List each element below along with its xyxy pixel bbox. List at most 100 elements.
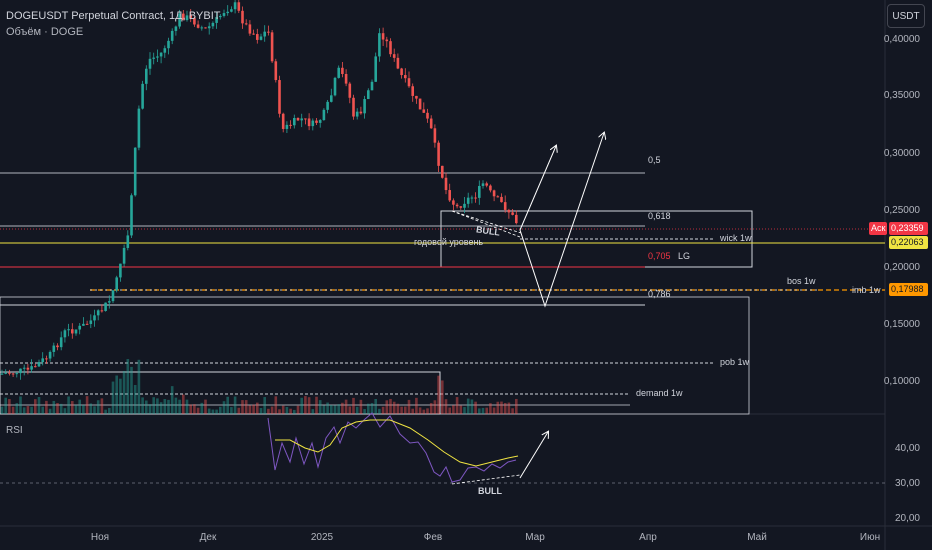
volume-bar bbox=[470, 399, 474, 414]
candle-body bbox=[237, 2, 241, 11]
bull-divergence-line-2 bbox=[451, 210, 522, 234]
candle-body bbox=[418, 98, 422, 110]
projection-arrow-dip[interactable] bbox=[519, 133, 604, 308]
candle-body bbox=[93, 315, 96, 321]
candle-body bbox=[126, 235, 130, 248]
volume-bar bbox=[426, 408, 429, 414]
candle-body bbox=[241, 10, 244, 24]
candle-body bbox=[296, 117, 300, 121]
candle-body bbox=[200, 27, 204, 29]
volume-bar bbox=[93, 406, 96, 414]
volume-bar bbox=[404, 406, 407, 414]
candle-body bbox=[193, 17, 196, 25]
volume-bar bbox=[78, 399, 81, 414]
volume-bar bbox=[285, 406, 289, 414]
volume-bar bbox=[196, 407, 200, 414]
candle-body bbox=[470, 197, 474, 199]
candle-body bbox=[489, 185, 492, 191]
volume-bar bbox=[441, 380, 444, 414]
candle-body bbox=[441, 165, 444, 178]
volume-bar bbox=[174, 397, 178, 414]
candle-body bbox=[34, 366, 37, 368]
time-tick: Фев bbox=[423, 532, 443, 543]
rsi-indicator-label[interactable]: RSI bbox=[6, 425, 23, 436]
rsi-tick: 40,00 bbox=[894, 443, 920, 454]
candle-body bbox=[311, 120, 315, 127]
lg-label: LG bbox=[678, 251, 691, 261]
volume-bar bbox=[452, 405, 455, 414]
volume-bar bbox=[19, 396, 22, 414]
candle-body bbox=[0, 373, 4, 375]
candle-body bbox=[41, 358, 44, 363]
volume-bar bbox=[30, 406, 33, 414]
volume-bar bbox=[133, 385, 137, 414]
volume-bar bbox=[111, 381, 115, 414]
price-candles bbox=[0, 0, 518, 380]
candle-body bbox=[415, 95, 418, 99]
candle-body bbox=[426, 112, 429, 119]
candle-body bbox=[455, 204, 459, 207]
candle-body bbox=[511, 212, 514, 215]
candle-body bbox=[207, 26, 211, 29]
candle-body bbox=[474, 197, 477, 199]
volume-bar bbox=[492, 407, 496, 414]
candle-body bbox=[37, 362, 41, 367]
volume-bar bbox=[385, 400, 389, 414]
volume-bar bbox=[74, 404, 78, 414]
volume-bar bbox=[267, 408, 270, 414]
candle-body bbox=[289, 124, 292, 126]
candle-body bbox=[281, 113, 285, 129]
volume-bar bbox=[89, 403, 93, 414]
volume-bar bbox=[418, 407, 422, 414]
projection-arrow-up[interactable] bbox=[519, 146, 556, 231]
volume-bar bbox=[71, 401, 74, 414]
candle-body bbox=[59, 337, 63, 348]
volume-bar bbox=[296, 405, 300, 414]
volume-bar bbox=[337, 404, 340, 414]
candle-body bbox=[63, 330, 67, 338]
volume-bar bbox=[352, 397, 355, 414]
volume-bar bbox=[481, 407, 485, 414]
candle-body bbox=[274, 61, 278, 81]
fib-0705-label: 0,705 bbox=[648, 251, 671, 261]
volume-bar bbox=[333, 405, 337, 414]
symbol-title[interactable]: DOGEUSDT Perpetual Contract, 1Д, BYBIT bbox=[6, 10, 221, 22]
candle-body bbox=[152, 57, 155, 59]
volume-bar bbox=[330, 405, 333, 414]
volume-bar bbox=[8, 399, 11, 414]
volume-indicator-label[interactable]: Объём · DOGE bbox=[6, 26, 84, 38]
volume-bar bbox=[433, 400, 437, 414]
rsi-projection-arrow[interactable] bbox=[519, 432, 548, 479]
candle-body bbox=[119, 263, 122, 278]
candle-body bbox=[400, 68, 403, 76]
time-tick: 2025 bbox=[310, 532, 334, 543]
candle-body bbox=[333, 77, 337, 96]
time-tick: Май bbox=[747, 532, 767, 543]
volume-bar bbox=[130, 366, 133, 414]
volume-bar bbox=[100, 398, 104, 414]
candle-body bbox=[293, 117, 296, 126]
rsi-divergence-line bbox=[451, 474, 521, 485]
volume-bar bbox=[392, 401, 396, 414]
candle-body bbox=[492, 190, 496, 197]
rsi-tick: 20,00 bbox=[894, 513, 920, 524]
volume-bar bbox=[145, 400, 148, 414]
candle-body bbox=[115, 277, 118, 291]
bos-1w-label: bos 1w bbox=[787, 276, 816, 286]
candle-body bbox=[222, 13, 226, 16]
volume-bars bbox=[0, 359, 518, 414]
candle-body bbox=[156, 56, 159, 58]
candle-body bbox=[130, 195, 133, 236]
bos-target-box[interactable] bbox=[0, 296, 750, 415]
volume-bar bbox=[478, 408, 481, 414]
candle-body bbox=[111, 290, 115, 302]
currency-button[interactable]: USDT bbox=[887, 4, 925, 28]
volume-bar bbox=[222, 401, 226, 414]
fib-0786-label: 0,786 bbox=[648, 289, 671, 299]
volume-bar bbox=[444, 399, 448, 414]
candle-body bbox=[437, 142, 440, 166]
volume-bar bbox=[411, 408, 414, 414]
candle-body bbox=[259, 36, 263, 40]
candle-body bbox=[429, 118, 433, 129]
